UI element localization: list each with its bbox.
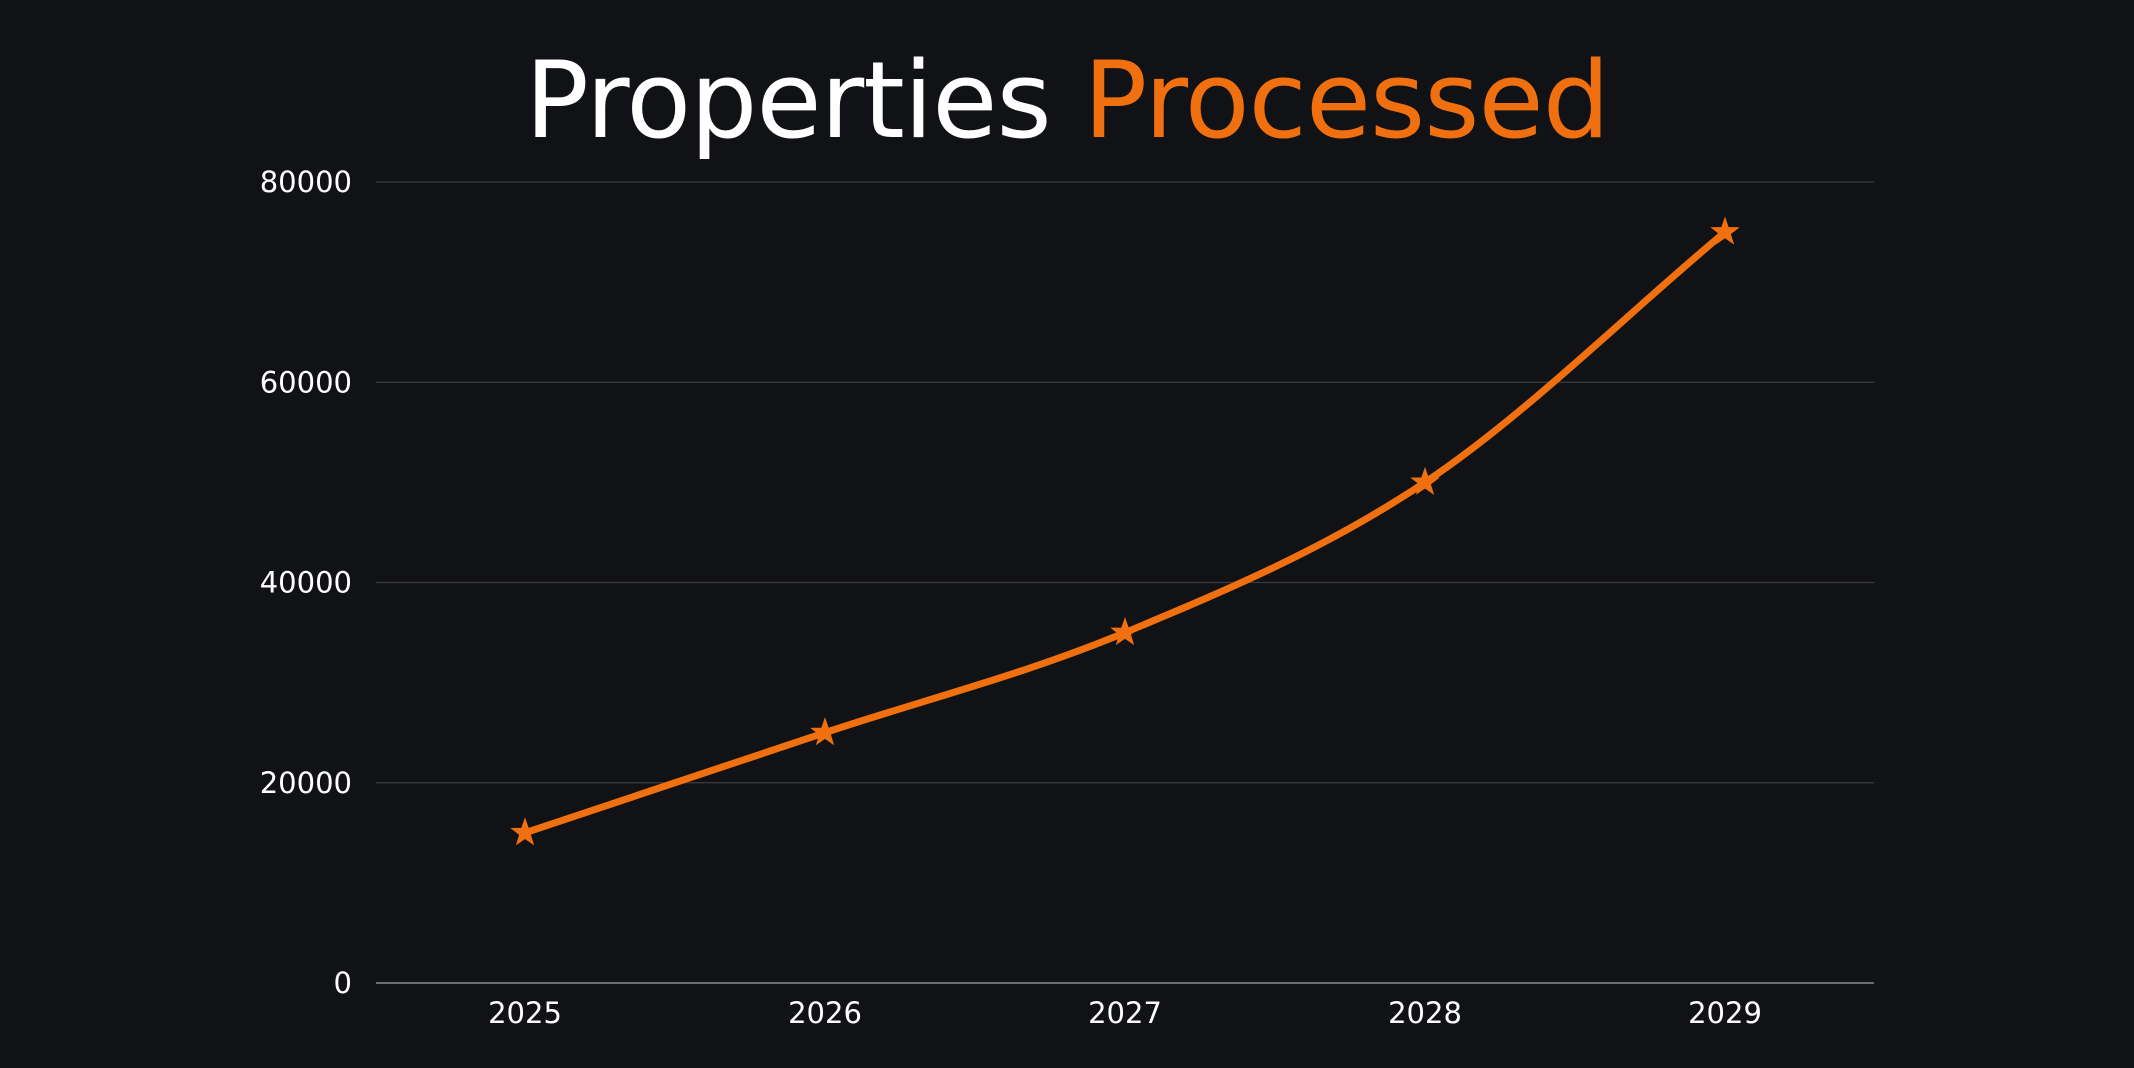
- y-tick-label: 20000: [260, 766, 352, 800]
- y-tick-label: 80000: [260, 165, 352, 199]
- series-line: [521, 228, 1729, 837]
- x-tick-label: 2028: [1388, 996, 1462, 1030]
- series-markers: [510, 216, 1740, 846]
- star-marker: [810, 717, 840, 746]
- y-axis-ticks: 0 20000 40000 60000 80000: [260, 165, 352, 1000]
- y-tick-label: 60000: [260, 365, 352, 399]
- x-tick-label: 2029: [1688, 996, 1762, 1030]
- title-part-orange: Processed: [1083, 39, 1610, 162]
- chart-title: Properties Processed: [0, 36, 2134, 166]
- star-marker: [1710, 216, 1740, 245]
- series-line-group: [521, 228, 1729, 837]
- gridlines: [376, 181, 1874, 984]
- star-marker: [1110, 617, 1140, 646]
- y-tick-label: 0: [334, 966, 352, 1000]
- x-tick-label: 2025: [488, 996, 562, 1030]
- x-axis-ticks: 2025 2026 2027 2028 2029: [488, 996, 1762, 1030]
- x-tick-label: 2027: [1088, 996, 1162, 1030]
- y-tick-label: 40000: [260, 566, 352, 600]
- title-part-white: Properties: [524, 39, 1052, 162]
- x-tick-label: 2026: [788, 996, 862, 1030]
- star-marker: [510, 817, 540, 846]
- star-marker: [1410, 466, 1440, 495]
